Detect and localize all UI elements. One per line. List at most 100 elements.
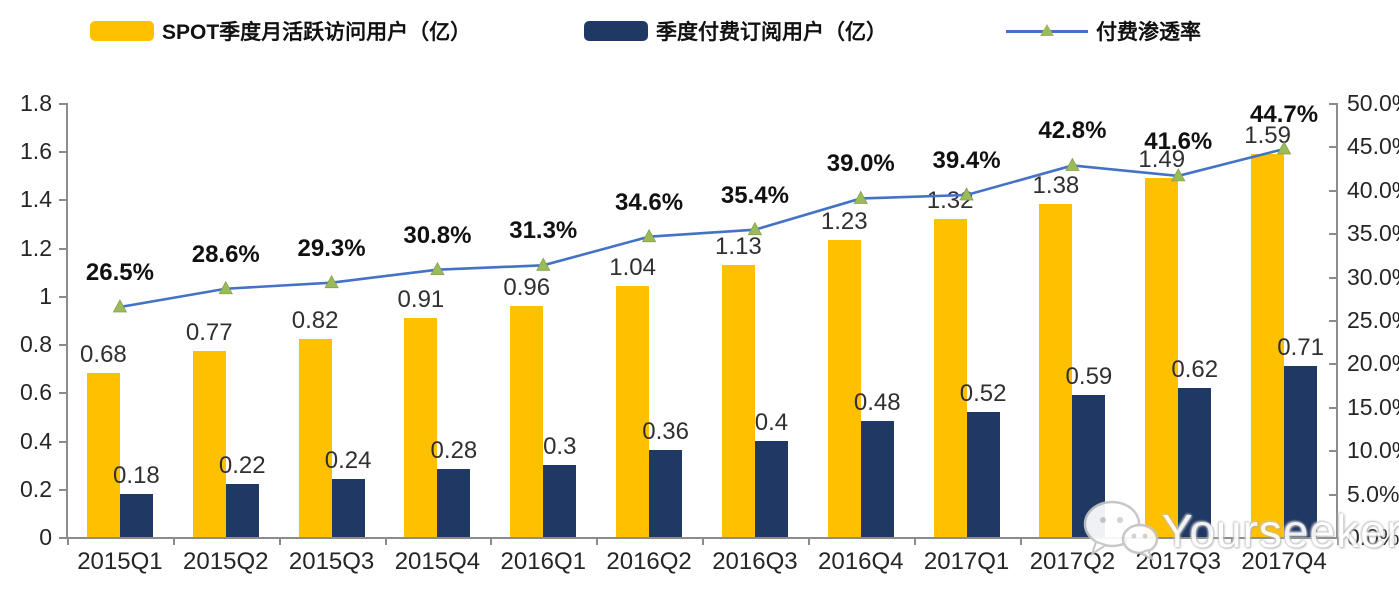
left-axis-tick	[59, 199, 67, 202]
left-axis-tick-label: 0.6	[20, 379, 52, 406]
subs-value-label: 0.71	[1277, 333, 1324, 361]
right-axis-tick-label: 45.0%	[1347, 133, 1399, 160]
mau-value-label: 0.96	[503, 273, 551, 301]
x-axis-category-label: 2015Q2	[183, 548, 269, 575]
subs-bar	[649, 450, 683, 537]
right-axis-line	[1336, 103, 1338, 538]
x-axis-category-label: 2015Q3	[288, 548, 375, 575]
mau-bar	[510, 305, 544, 537]
mau-bar	[192, 351, 226, 537]
right-axis-tick	[1329, 493, 1337, 496]
x-axis-tick	[1019, 537, 1022, 545]
x-axis-category-label: 2016Q3	[712, 548, 798, 575]
subs-value-label: 0.22	[218, 451, 266, 479]
right-axis-tick	[1329, 537, 1337, 539]
wechat-icon	[1083, 500, 1159, 562]
right-axis-tick	[1329, 320, 1337, 322]
right-axis-tick-label: 5.0%	[1347, 480, 1399, 507]
triangle-marker-icon	[112, 299, 128, 313]
triangle-marker-icon	[1065, 157, 1080, 171]
left-axis-tick-label: 0.4	[20, 427, 52, 454]
x-axis-tick	[67, 537, 69, 545]
mau-legend-label: SPOT季度月活跃访问用户（亿）	[162, 21, 472, 44]
left-axis-tick-label: 1.8	[20, 90, 52, 116]
x-axis-tick	[490, 537, 493, 545]
mau-value-label: 0.91	[397, 285, 445, 313]
mau-legend-swatch	[90, 21, 154, 41]
penetration-value-label: 26.5%	[85, 258, 154, 286]
subs-value-label: 0.28	[430, 437, 478, 465]
right-axis-tick-label: 20.0%	[1347, 350, 1399, 377]
x-axis-tick	[384, 537, 387, 545]
subs-legend-label: 季度付费订阅用户（亿）	[656, 21, 887, 44]
left-axis-tick-label: 1	[39, 282, 52, 309]
subs-bar	[1284, 365, 1318, 537]
watermark-text: Yourseeker	[1161, 505, 1399, 557]
x-axis-category-label: 2016Q4	[818, 548, 904, 575]
x-axis-tick	[596, 537, 599, 545]
penetration-value-label: 31.3%	[509, 217, 578, 245]
right-axis-tick	[1329, 233, 1337, 236]
x-axis-category-label: 2015Q1	[77, 548, 163, 575]
subs-value-label: 0.59	[1065, 362, 1113, 390]
left-axis-tick	[59, 247, 67, 250]
legend-item-subs: 季度付费订阅用户（亿）	[584, 17, 887, 45]
triangle-marker-icon	[324, 274, 339, 289]
right-axis-tick	[1329, 406, 1337, 409]
penetration-value-label: 39.0%	[826, 150, 895, 178]
x-axis-tick	[913, 537, 916, 545]
right-axis-tick	[1329, 146, 1337, 149]
right-axis-tick-label: 25.0%	[1347, 307, 1399, 333]
left-axis-tick	[59, 488, 67, 491]
subs-bar	[860, 421, 894, 537]
triangle-marker-icon	[218, 280, 233, 295]
subs-bar	[437, 469, 471, 537]
right-axis-tick-label: 0.0%	[1347, 524, 1399, 550]
penetration-value-label: 42.8%	[1038, 117, 1107, 145]
right-axis-tick-label: 30.0%	[1347, 263, 1399, 290]
x-axis-tick	[702, 537, 704, 545]
x-axis-category-label: 2015Q4	[394, 548, 481, 575]
legend-item-penetration: 付费渗透率	[1006, 17, 1201, 45]
subs-value-label: 0.18	[113, 461, 160, 489]
mau-value-label: 1.13	[715, 232, 762, 260]
triangle-marker-icon	[641, 228, 657, 243]
right-axis-tick	[1329, 363, 1337, 366]
left-axis-tick	[59, 103, 67, 105]
mau-bar	[404, 317, 438, 537]
x-axis-category-label: 2017Q2	[1029, 548, 1116, 575]
x-axis-tick	[278, 537, 281, 545]
x-axis-tick	[807, 537, 810, 545]
line-marker-icon	[1006, 21, 1088, 41]
subs-value-label: 0.36	[642, 418, 689, 446]
x-axis-tick	[1337, 537, 1339, 545]
right-axis-tick	[1329, 450, 1337, 453]
left-axis-line	[66, 103, 68, 538]
mau-value-label: 1.23	[820, 208, 868, 236]
subs-bar	[543, 464, 577, 537]
subs-bar	[966, 411, 1000, 537]
right-axis-tick-label: 40.0%	[1347, 176, 1399, 203]
mau-bar	[933, 218, 967, 537]
left-axis-tick	[59, 344, 67, 347]
x-axis-tick	[172, 537, 175, 545]
left-axis-tick-label: 0.2	[20, 475, 52, 502]
right-axis-tick	[1329, 189, 1337, 192]
mau-bar	[298, 339, 332, 537]
subs-value-label: 0.4	[754, 408, 789, 436]
penetration-value-label: 41.6%	[1144, 127, 1213, 155]
right-axis-tick-label: 50.0%	[1347, 90, 1399, 116]
subs-bar	[225, 483, 259, 537]
subs-bar	[754, 440, 788, 537]
mau-value-label: 0.82	[291, 307, 339, 335]
left-axis-tick	[59, 440, 67, 443]
subs-bar	[119, 493, 153, 537]
penetration-value-label: 35.4%	[720, 181, 789, 209]
x-axis-category-label: 2016Q1	[500, 548, 586, 575]
mau-bar	[86, 373, 120, 537]
mau-bar	[616, 286, 650, 537]
mau-value-label: 0.68	[80, 341, 127, 369]
subs-bar	[1178, 387, 1212, 537]
penetration-value-label: 44.7%	[1250, 101, 1319, 128]
